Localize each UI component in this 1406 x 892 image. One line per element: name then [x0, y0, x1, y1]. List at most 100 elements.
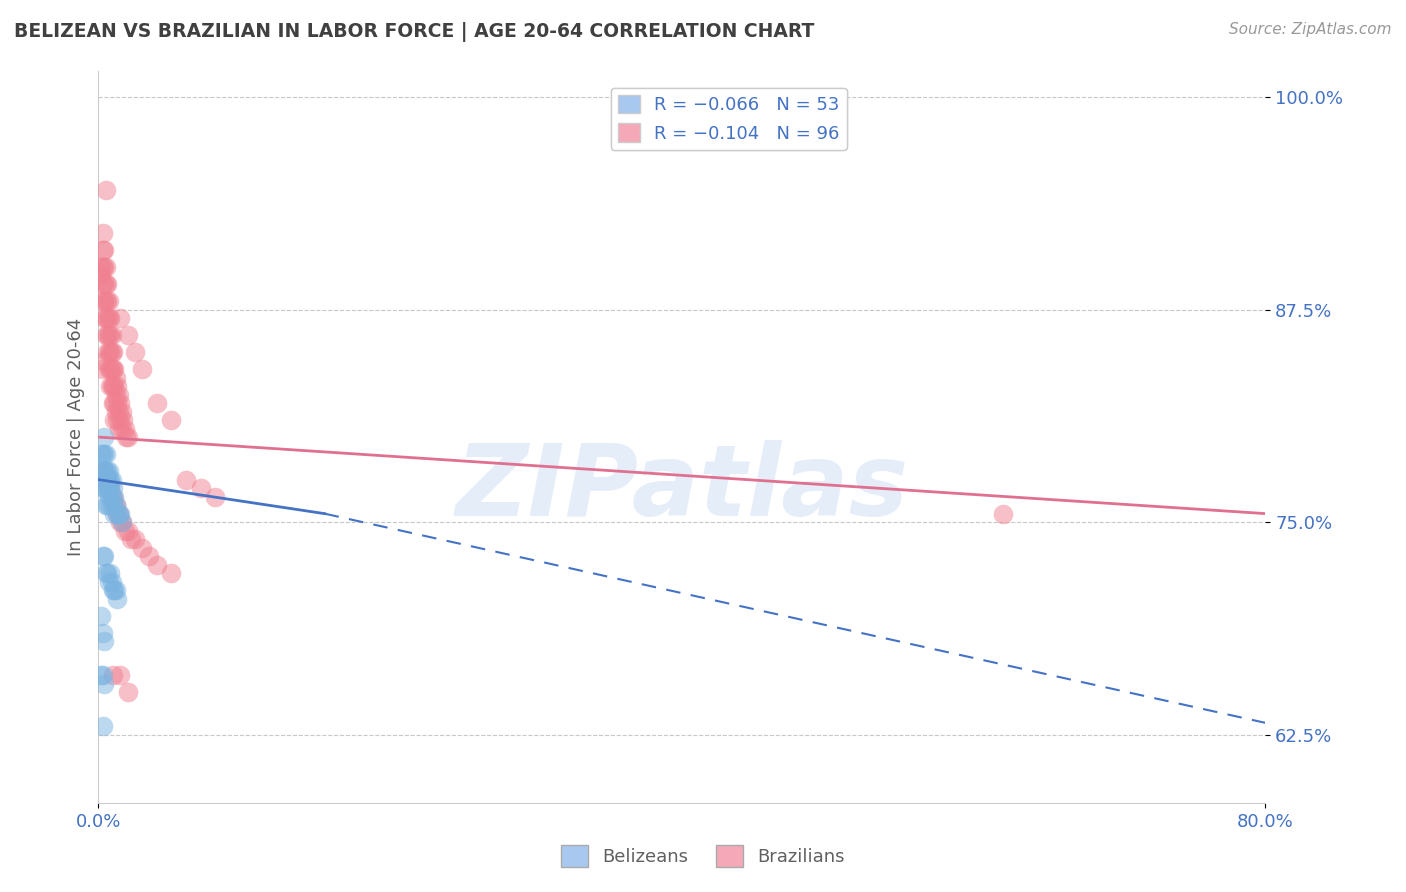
- Point: [110, 507, 132, 521]
- Point: [131, 362, 153, 376]
- Point: [98, 379, 121, 393]
- Point: [97, 345, 120, 359]
- Point: [131, 541, 153, 555]
- Point: [91, 668, 114, 682]
- Point: [96, 481, 118, 495]
- Point: [96, 473, 118, 487]
- Point: [91, 625, 114, 640]
- Point: [101, 481, 124, 495]
- Point: [91, 464, 114, 478]
- Point: [100, 345, 122, 359]
- Point: [93, 277, 115, 291]
- Point: [96, 473, 118, 487]
- Point: [91, 293, 114, 308]
- Point: [98, 328, 121, 343]
- Point: [91, 226, 114, 240]
- Point: [138, 549, 160, 563]
- Point: [117, 328, 139, 343]
- Point: [101, 345, 124, 359]
- Point: [98, 498, 121, 512]
- Point: [97, 481, 120, 495]
- Point: [94, 183, 117, 197]
- Point: [91, 362, 114, 376]
- Point: [93, 311, 115, 326]
- Point: [124, 532, 146, 546]
- Point: [98, 566, 121, 581]
- Point: [114, 421, 136, 435]
- Point: [91, 481, 114, 495]
- Point: [101, 668, 124, 682]
- Point: [105, 591, 128, 606]
- Point: [90, 447, 112, 461]
- Legend: R = −0.066   N = 53, R = −0.104   N = 96: R = −0.066 N = 53, R = −0.104 N = 96: [610, 87, 846, 150]
- Point: [93, 464, 115, 478]
- Point: [111, 404, 134, 418]
- Point: [104, 498, 127, 512]
- Point: [96, 328, 118, 343]
- Point: [96, 566, 118, 581]
- Point: [160, 413, 183, 427]
- Point: [105, 413, 128, 427]
- Point: [98, 311, 121, 326]
- Point: [98, 362, 121, 376]
- Point: [93, 481, 115, 495]
- Point: [94, 277, 117, 291]
- Point: [96, 464, 118, 478]
- Point: [94, 566, 117, 581]
- Point: [90, 464, 112, 478]
- Point: [93, 353, 115, 368]
- Point: [91, 243, 114, 257]
- Point: [94, 447, 117, 461]
- Point: [93, 243, 115, 257]
- Point: [90, 268, 112, 283]
- Point: [91, 464, 114, 478]
- Point: [97, 328, 120, 343]
- Text: Source: ZipAtlas.com: Source: ZipAtlas.com: [1229, 22, 1392, 37]
- Point: [100, 490, 122, 504]
- Point: [991, 507, 1014, 521]
- Y-axis label: In Labor Force | Age 20-64: In Labor Force | Age 20-64: [66, 318, 84, 557]
- Point: [96, 345, 118, 359]
- Point: [110, 668, 132, 682]
- Point: [90, 668, 112, 682]
- Point: [94, 473, 117, 487]
- Text: BELIZEAN VS BRAZILIAN IN LABOR FORCE | AGE 20-64 CORRELATION CHART: BELIZEAN VS BRAZILIAN IN LABOR FORCE | A…: [14, 22, 814, 42]
- Point: [94, 473, 117, 487]
- Point: [93, 293, 115, 308]
- Point: [115, 430, 138, 444]
- Point: [90, 260, 112, 274]
- Point: [103, 583, 125, 598]
- Point: [105, 507, 128, 521]
- Point: [108, 507, 131, 521]
- Point: [110, 413, 132, 427]
- Point: [190, 481, 212, 495]
- Point: [114, 524, 136, 538]
- Point: [120, 532, 142, 546]
- Point: [111, 515, 134, 529]
- Point: [94, 498, 117, 512]
- Point: [100, 473, 122, 487]
- Point: [93, 549, 115, 563]
- Point: [100, 574, 122, 589]
- Point: [98, 481, 121, 495]
- Point: [104, 498, 127, 512]
- Point: [103, 362, 125, 376]
- Point: [104, 404, 127, 418]
- Point: [108, 387, 131, 401]
- Point: [103, 413, 125, 427]
- Point: [91, 719, 114, 733]
- Point: [103, 490, 125, 504]
- Text: ZIPatlas: ZIPatlas: [456, 440, 908, 537]
- Point: [94, 260, 117, 274]
- Point: [105, 507, 128, 521]
- Point: [117, 685, 139, 699]
- Point: [174, 473, 197, 487]
- Point: [103, 498, 125, 512]
- Point: [94, 328, 117, 343]
- Point: [98, 345, 121, 359]
- Point: [110, 515, 132, 529]
- Point: [94, 481, 117, 495]
- Point: [98, 473, 121, 487]
- Point: [112, 413, 135, 427]
- Point: [101, 379, 124, 393]
